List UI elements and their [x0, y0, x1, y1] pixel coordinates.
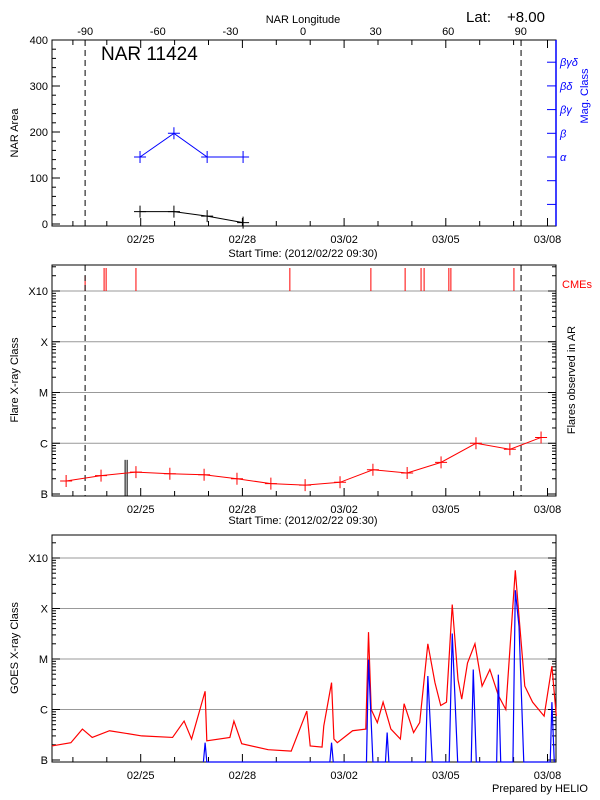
data-point	[334, 476, 347, 489]
y-axis-label: GOES X-ray Class	[9, 602, 21, 694]
data-point	[435, 456, 448, 469]
goes-long-line	[51, 570, 557, 752]
data-point	[264, 477, 277, 490]
x-tick-label: 03/08	[534, 770, 562, 782]
data-point	[167, 205, 180, 218]
y-tick-label: C	[40, 705, 48, 717]
nar-area-line	[140, 211, 244, 224]
flare-class-line	[66, 436, 542, 486]
x-tick-label: 02/25	[127, 770, 155, 782]
nar-area-panel	[51, 39, 557, 227]
lat-value: +8.00	[507, 9, 545, 26]
longitude-tick-label: 30	[369, 26, 381, 38]
y-tick-label: X10	[28, 553, 48, 565]
data-point	[237, 151, 250, 163]
x-tick-label: 03/08	[534, 234, 562, 246]
data-point	[401, 466, 414, 479]
x-tick-label: 02/28	[229, 504, 257, 516]
y-axis-label: NAR Area	[9, 108, 21, 158]
longitude-tick-label: -60	[150, 26, 166, 38]
x-tick-label: 03/05	[432, 504, 460, 516]
y-tick-label: B	[41, 755, 48, 767]
data-point	[129, 466, 142, 479]
x-tick-label: 03/08	[534, 504, 562, 516]
y-tick-label: M	[39, 654, 48, 666]
x-tick-label: 02/28	[229, 770, 257, 782]
data-point	[503, 443, 516, 456]
data-point	[134, 205, 147, 218]
flare-class-panel	[51, 264, 557, 497]
y2-axis-label: Mag. Class	[579, 68, 591, 124]
y-tick-label: 0	[42, 219, 48, 231]
y-tick-label: C	[40, 438, 48, 450]
goes-short-line	[202, 590, 555, 763]
x-tick-label: 02/25	[127, 504, 155, 516]
y-axis-label: Flare X-ray Class	[9, 337, 21, 422]
data-point	[469, 437, 482, 450]
y2-axis-label: Flares observed in AR	[566, 326, 578, 434]
data-point	[134, 151, 147, 163]
x-axis-label: Start Time: (2012/02/22 09:30)	[228, 515, 377, 527]
x-tick-label: 03/02	[330, 770, 358, 782]
longitude-tick-label: 0	[300, 26, 306, 38]
y-tick-label: X	[41, 337, 49, 349]
data-point	[201, 210, 214, 223]
data-point	[163, 467, 176, 480]
x-axis-label: Start Time: (2012/02/22 09:30)	[228, 248, 377, 260]
mag-class-tick-label: βγδ	[559, 57, 579, 69]
data-point	[237, 216, 250, 229]
y-tick-label: 400	[30, 35, 48, 47]
y-tick-label: X	[41, 604, 49, 616]
x-tick-label: 03/05	[432, 234, 460, 246]
x-tick-label: 03/05	[432, 770, 460, 782]
mag-class-tick-label: β	[559, 128, 567, 140]
mag-class-tick-label: βδ	[559, 81, 573, 93]
lat-label: Lat:	[466, 9, 491, 26]
y-tick-label: X10	[28, 286, 48, 298]
longitude-tick-label: 60	[442, 26, 454, 38]
data-point	[366, 463, 379, 476]
mag-class-line	[139, 132, 244, 158]
data-point	[230, 472, 243, 485]
cme-label: CMEs	[562, 279, 592, 291]
x-tick-label: 03/02	[330, 504, 358, 516]
y-tick-label: 200	[30, 127, 48, 139]
data-point	[60, 475, 73, 488]
region-title: NAR 11424	[101, 44, 198, 65]
data-point	[201, 151, 214, 163]
x-tick-label: 02/25	[127, 234, 155, 246]
y-tick-label: M	[39, 388, 48, 400]
x-tick-label: 02/28	[229, 234, 257, 246]
longitude-axis-label: NAR Longitude	[266, 14, 341, 26]
y-tick-label: 100	[30, 173, 48, 185]
longitude-tick-label: 90	[515, 26, 527, 38]
data-point	[95, 469, 108, 482]
data-point	[167, 127, 180, 140]
x-tick-label: 03/02	[330, 234, 358, 246]
y-tick-label: B	[41, 489, 48, 501]
longitude-tick-label: -30	[222, 26, 238, 38]
data-point	[535, 431, 548, 444]
goes-panel	[51, 534, 557, 763]
mag-class-tick-label: βγ	[559, 105, 573, 117]
data-point	[198, 468, 211, 481]
data-point	[299, 479, 312, 492]
mag-class-tick-label: α	[560, 152, 567, 164]
prepared-by-label: Prepared by HELIO	[492, 783, 588, 795]
longitude-tick-label: -90	[77, 26, 93, 38]
y-tick-label: 300	[30, 81, 48, 93]
